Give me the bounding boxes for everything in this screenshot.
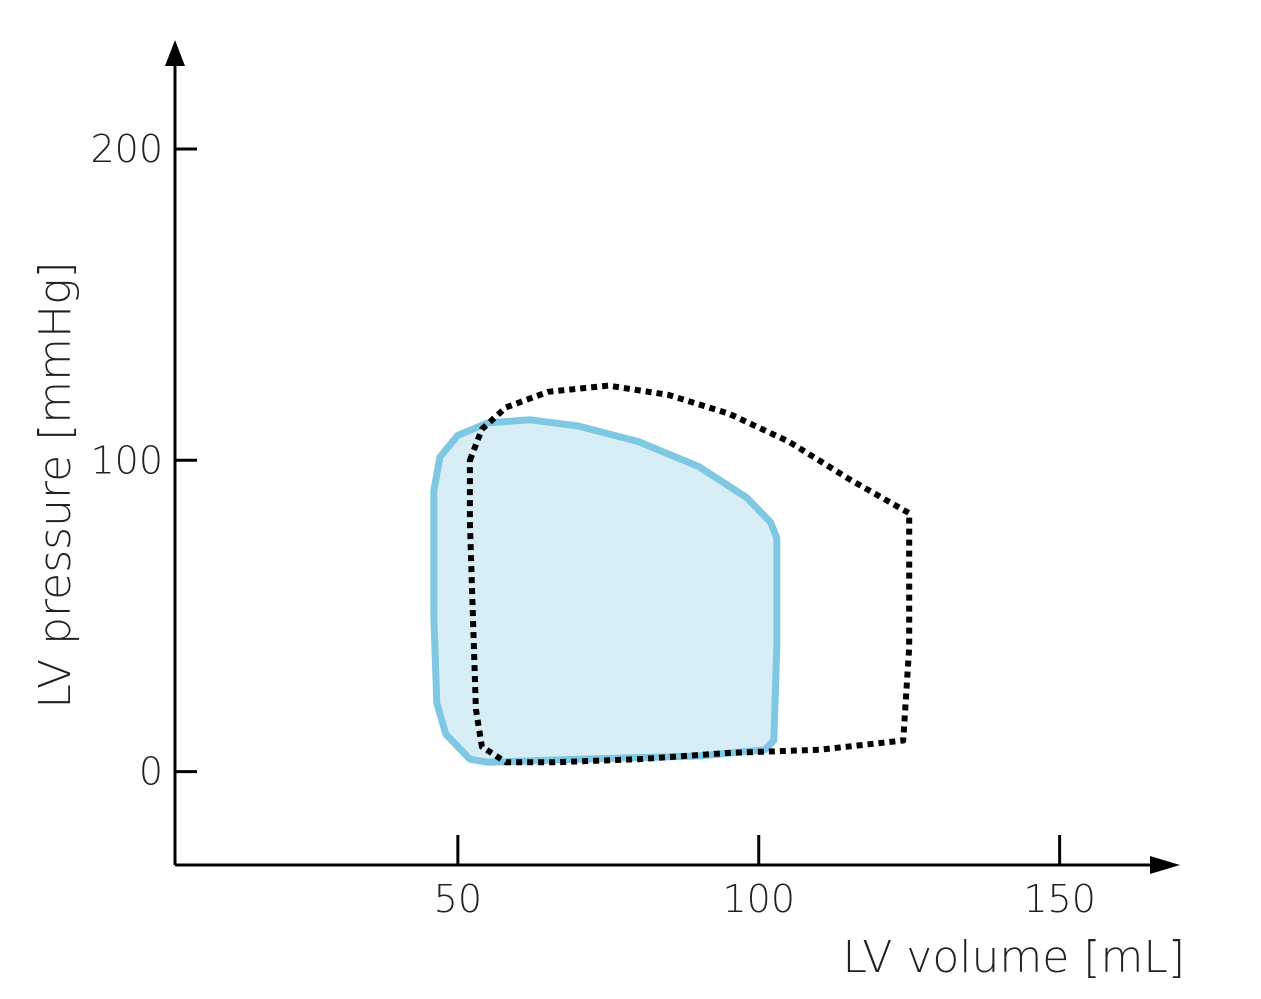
y-axis-title: LV pressure [mmHg] xyxy=(30,261,81,708)
x-tick-label: 50 xyxy=(434,877,482,921)
x-tick-label: 150 xyxy=(1023,877,1096,921)
x-axis-title: LV volume [mL] xyxy=(843,932,1185,983)
loops-layer xyxy=(430,382,913,766)
x-axis-arrow xyxy=(1150,856,1180,874)
pv-loop-filled xyxy=(430,416,781,766)
y-tick-label: 0 xyxy=(139,750,163,794)
x-tick-label: 100 xyxy=(722,877,795,921)
y-tick-label: 100 xyxy=(90,438,163,482)
y-axis-arrow xyxy=(165,40,185,66)
axes-layer: 0 100 200 50 100 150 xyxy=(90,40,1180,921)
pv-loop-dotted xyxy=(466,382,913,766)
y-tick-label: 200 xyxy=(90,127,163,171)
